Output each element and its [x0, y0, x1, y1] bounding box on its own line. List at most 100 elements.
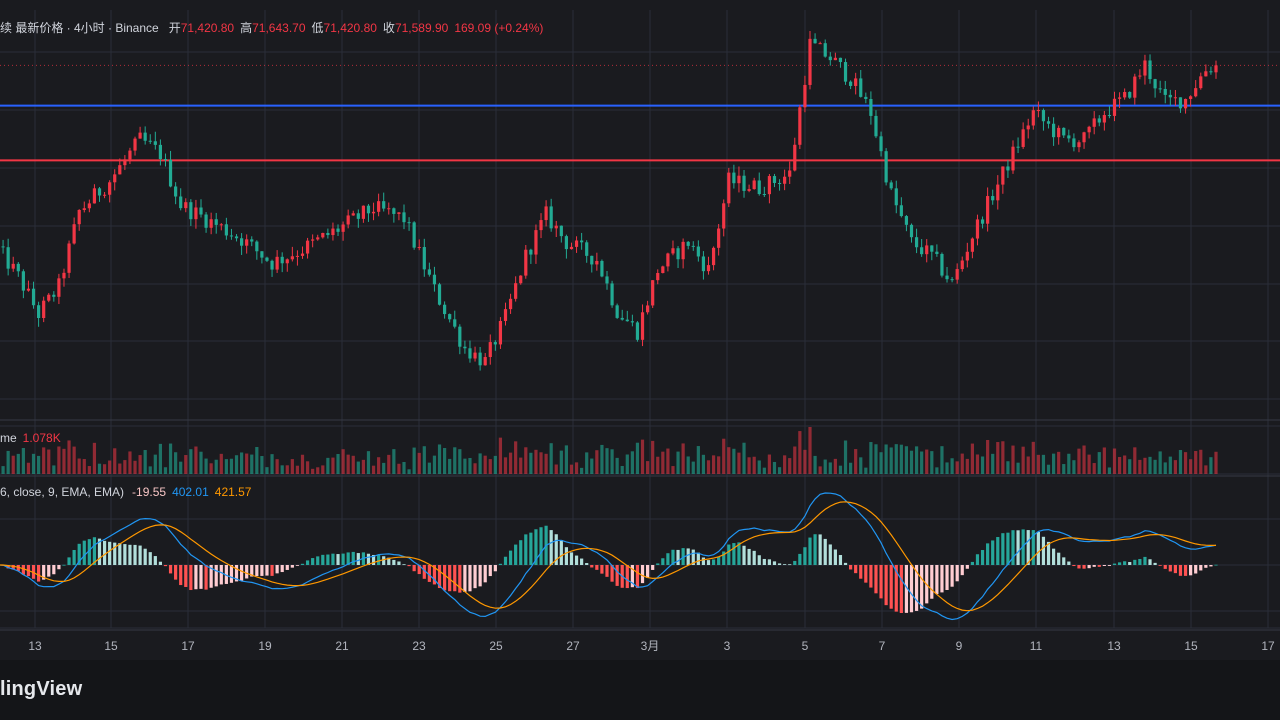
macd-hist-bar-168 [849, 565, 853, 570]
volume-bar-202 [1021, 446, 1025, 474]
candle-body-69 [346, 215, 350, 225]
volume-bar-31 [153, 454, 157, 474]
candle-body-88 [443, 304, 447, 315]
x-tick-label-6: 25 [489, 639, 503, 653]
macd-hist-bar-41 [204, 565, 208, 590]
macd-hist-bar-27 [133, 544, 137, 565]
volume-bar-104 [524, 447, 528, 474]
volume-bar-160 [808, 427, 812, 474]
candle-body-126 [635, 322, 640, 340]
macd-hist-bar-114 [574, 555, 579, 565]
candle-body-49 [245, 239, 249, 246]
volume-bar-123 [620, 465, 624, 474]
macd-hist-bar-99 [498, 563, 503, 565]
volume-bar-57 [285, 465, 289, 474]
volume-bar-59 [295, 465, 300, 474]
volume-bar-71 [356, 461, 360, 474]
volume-bar-39 [194, 446, 198, 474]
candle-body-24 [118, 165, 122, 175]
macd-hist-bar-226 [1143, 556, 1147, 565]
volume-bar-93 [468, 457, 472, 474]
volume-legend: me 1.078K [0, 431, 61, 445]
volume-bar-102 [514, 441, 518, 474]
change-value: 169.09 (+0.24%) [454, 20, 544, 35]
volume-bar-214 [1082, 445, 1086, 474]
chart-canvas[interactable]: 13 15 17 19 21 23 25 27 3月 3 5 7 9 11 13 15 17 [0, 0, 1280, 660]
candle-body-25 [123, 159, 127, 166]
volume-bar-150 [757, 460, 761, 474]
volume-bar-95 [478, 453, 482, 474]
candle-body-17 [82, 208, 86, 210]
x-tick-label-16: 17 [1261, 639, 1275, 653]
volume-bar-148 [747, 457, 751, 474]
candle-body-36 [179, 196, 183, 209]
candle-body-37 [184, 202, 188, 209]
volume-value: 1.078K [22, 431, 61, 445]
candle-body-106 [534, 230, 538, 255]
volume-bar-117 [590, 458, 594, 474]
volume-bar-133 [671, 466, 675, 474]
candle-body-38 [189, 202, 193, 220]
candle-body-153 [772, 176, 777, 183]
macd-hist-bar-78 [392, 559, 396, 565]
candle-body-236 [1194, 88, 1198, 97]
macd-hist-bar-70 [351, 551, 355, 565]
macd-hist-bar-51 [255, 565, 259, 577]
candle-body-68 [341, 224, 345, 232]
open-value: 71,420.80 [180, 20, 235, 35]
volume-bar-56 [280, 465, 284, 474]
volume-bar-240 [1214, 451, 1218, 474]
volume-bar-208 [1052, 453, 1056, 474]
macd-hist-bar-186 [940, 565, 944, 593]
volume-bar-41 [204, 458, 208, 474]
candle-body-209 [1057, 127, 1061, 138]
macd-hist-bar-215 [1087, 565, 1091, 569]
high-label: 高 [240, 21, 253, 35]
volume-bar-63 [316, 467, 320, 474]
macd-hist-bar-163 [823, 538, 827, 565]
x-tick-label-7: 27 [566, 639, 580, 653]
volume-bar-1 [1, 466, 5, 474]
volume-bar-9 [42, 447, 46, 474]
candle-body-231 [1168, 94, 1172, 98]
candle-body-169 [854, 78, 858, 86]
candle-body-146 [737, 175, 741, 184]
volume-bar-15 [72, 446, 76, 474]
macd-hist-bar-34 [168, 565, 173, 574]
volume-bar-74 [371, 465, 376, 474]
macd-hist-bar-115 [580, 558, 584, 565]
candle-body-122 [615, 305, 619, 318]
macd-hist-bar-21 [102, 540, 107, 565]
volume-bar-83 [417, 452, 421, 474]
volume-bar-65 [326, 457, 330, 474]
volume-name: me [0, 431, 17, 445]
x-tick-label-1: 15 [104, 639, 118, 653]
macd-hist-bar-145 [732, 543, 736, 565]
x-tick-label-2: 17 [181, 639, 195, 653]
candle-body-10 [47, 294, 51, 301]
candle-body-239 [1209, 71, 1213, 73]
macd-hist-bar-237 [1199, 565, 1203, 571]
macd-hist-bar-221 [1117, 562, 1122, 565]
macd-hist-bar-120 [605, 565, 609, 577]
macd-hist-bar-113 [569, 552, 574, 565]
candle-body-180 [909, 224, 914, 238]
candle-body-189 [955, 269, 959, 280]
volume-bar-206 [1041, 454, 1046, 474]
candle-body-105 [529, 249, 533, 255]
macd-hist-bar-138 [696, 552, 700, 565]
candle-body-117 [590, 255, 594, 265]
macd-hist-bar-177 [894, 565, 898, 612]
candle-body-219 [1107, 115, 1112, 117]
candle-body-79 [397, 212, 401, 214]
volume-bar-35 [174, 452, 178, 474]
macd-hist-bar-142 [717, 556, 721, 565]
macd-hist-bar-75 [377, 554, 381, 565]
candle-body-186 [940, 253, 944, 276]
candle-body-111 [559, 225, 563, 237]
candle-body-228 [1153, 79, 1157, 89]
macd-hist-bar-80 [402, 564, 406, 566]
volume-bar-136 [686, 456, 690, 474]
volume-bar-156 [788, 458, 792, 474]
